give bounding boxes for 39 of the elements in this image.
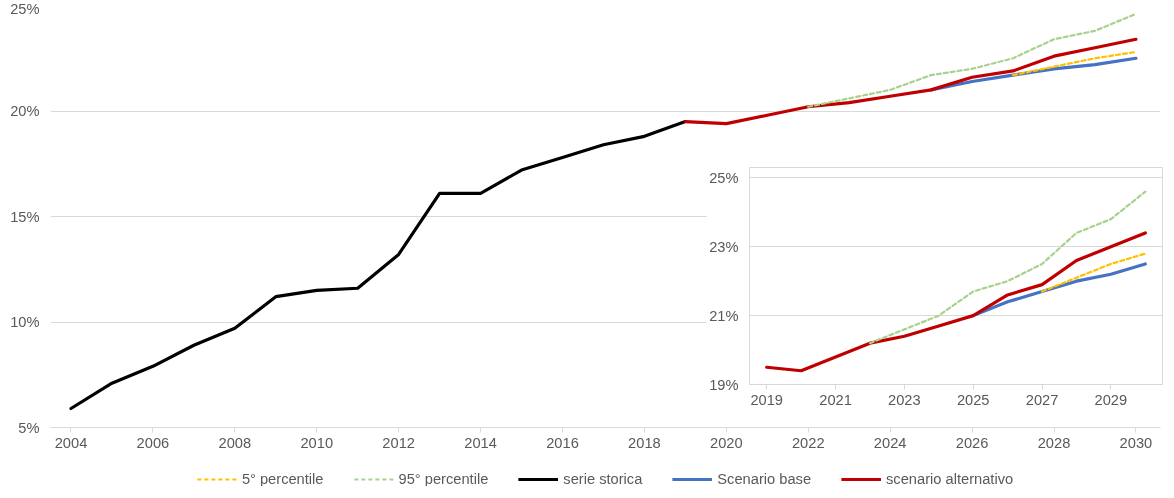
x-tick-label: 2029 [1094, 391, 1128, 408]
x-tick-label: 2016 [546, 434, 579, 451]
x-tick-label: 2004 [54, 434, 88, 451]
legend-label: serie storica [563, 471, 643, 487]
x-tick-label: 2008 [218, 434, 252, 451]
y-tick-label: 15% [10, 208, 40, 225]
legend-label: scenario alternativo [886, 471, 1014, 487]
legend-label: Scenario base [717, 471, 812, 487]
y-tick-label: 21% [709, 307, 739, 324]
x-tick-label: 2019 [750, 391, 784, 408]
x-tick-label: 2018 [628, 434, 661, 451]
x-tick-label: 2023 [888, 391, 921, 408]
line-series [807, 12, 1138, 108]
x-tick-label: 2012 [382, 434, 415, 451]
x-tick-label: 2022 [791, 434, 825, 451]
x-tick-label: 2014 [464, 434, 497, 451]
y-tick-label: 25% [709, 169, 739, 186]
x-tick-label: 2025 [956, 391, 990, 408]
y-tick-label: 20% [10, 103, 40, 119]
x-tick-label: 2024 [873, 434, 907, 451]
line-series [683, 37, 1138, 126]
line-series [868, 190, 1147, 345]
y-tick-label: 19% [709, 376, 739, 393]
x-tick-label: 2030 [1119, 434, 1153, 451]
x-tick-label: 2021 [819, 391, 852, 408]
x-tick-label: 2028 [1037, 434, 1071, 451]
x-tick-label: 2020 [710, 434, 743, 451]
x-tick-label: 2026 [955, 434, 989, 451]
y-tick-label: 10% [10, 314, 40, 330]
x-tick-label: 2006 [136, 434, 170, 451]
x-tick-label: 2027 [1025, 391, 1059, 408]
line-series [1011, 50, 1138, 77]
y-tick-label: 5% [18, 419, 40, 436]
x-tick-label: 2010 [300, 434, 334, 451]
y-tick-label: 25% [10, 0, 40, 17]
line-series [1040, 252, 1147, 293]
line-series [765, 231, 1147, 373]
line-series [69, 119, 687, 411]
y-tick-label: 23% [709, 238, 739, 255]
